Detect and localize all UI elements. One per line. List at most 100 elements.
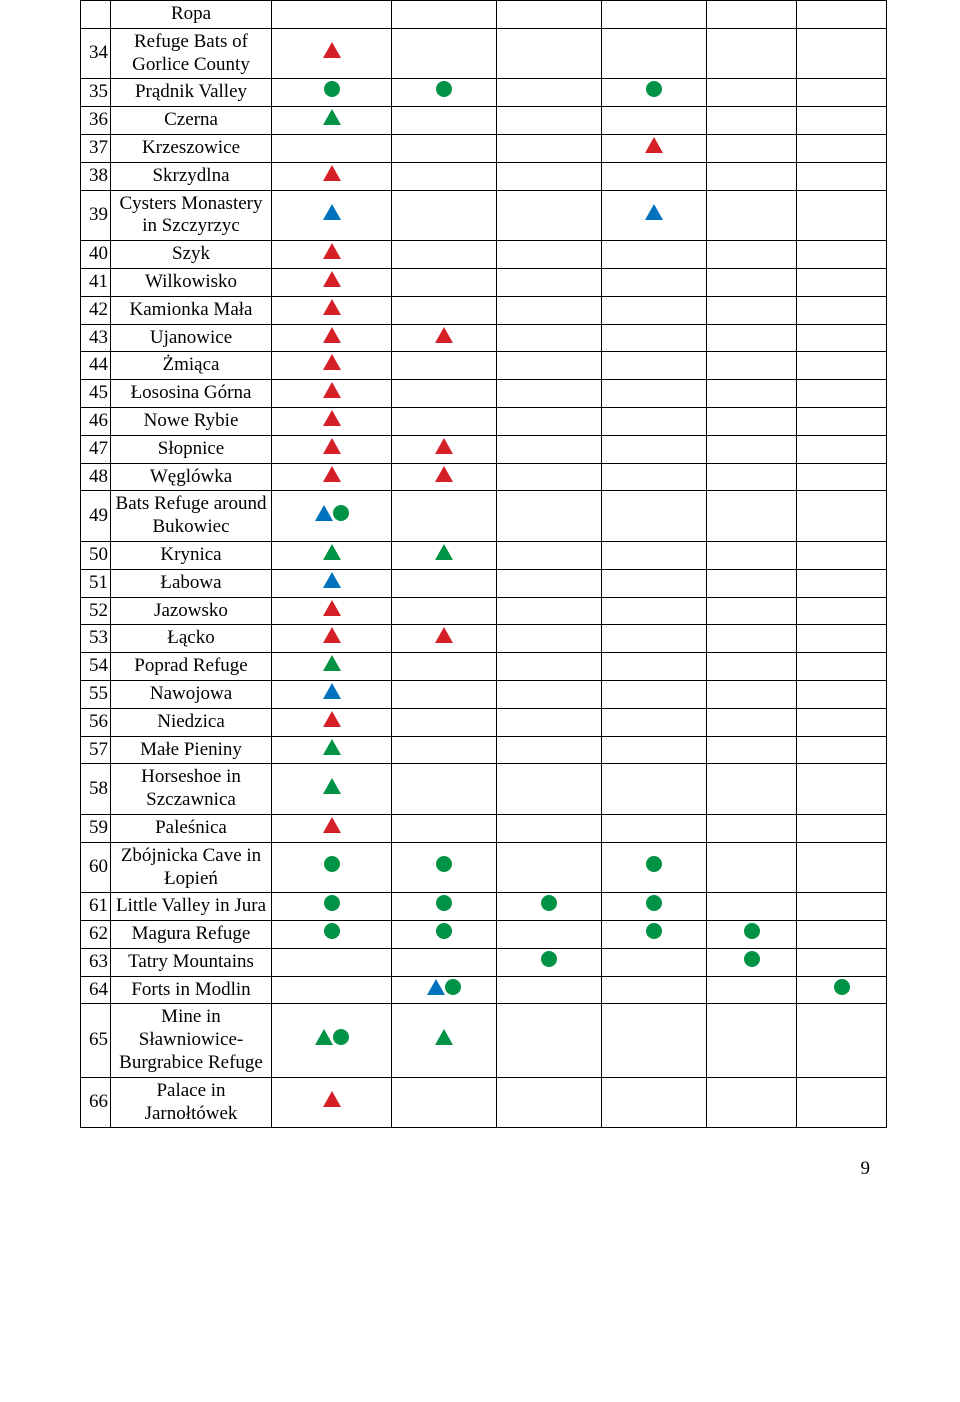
mark-cell	[707, 107, 797, 135]
table-row: 34Refuge Bats of Gorlice County	[81, 28, 887, 79]
row-number: 50	[81, 541, 111, 569]
shape-group	[323, 299, 341, 315]
row-name: Forts in Modlin	[111, 976, 272, 1004]
mark-cell	[272, 162, 392, 190]
row-name: Zbójnicka Cave in Łopień	[111, 842, 272, 893]
mark-cell	[797, 435, 887, 463]
row-name: Łącko	[111, 625, 272, 653]
row-name: Ujanowice	[111, 324, 272, 352]
mark-cell	[497, 569, 602, 597]
mark-cell	[497, 268, 602, 296]
triangle-blue-icon	[645, 204, 663, 220]
table-row: 44Żmiąca	[81, 352, 887, 380]
table-row: 57Małe Pieniny	[81, 736, 887, 764]
mark-cell	[707, 680, 797, 708]
circle-green-icon	[744, 923, 760, 939]
row-number: 51	[81, 569, 111, 597]
mark-cell	[392, 1004, 497, 1077]
triangle-red-icon	[323, 466, 341, 482]
row-number: 39	[81, 190, 111, 241]
mark-cell	[392, 268, 497, 296]
mark-cell	[707, 268, 797, 296]
mark-cell	[497, 491, 602, 542]
table-row: 48Węglówka	[81, 463, 887, 491]
page: Ropa34Refuge Bats of Gorlice County35Prą…	[0, 0, 960, 1240]
mark-cell	[272, 463, 392, 491]
shape-group	[323, 739, 341, 755]
row-number: 55	[81, 680, 111, 708]
mark-cell	[602, 948, 707, 976]
triangle-green-icon	[323, 739, 341, 755]
triangle-green-icon	[435, 1029, 453, 1045]
shape-group	[323, 466, 341, 482]
mark-cell	[272, 380, 392, 408]
shape-group	[834, 979, 850, 995]
mark-cell	[797, 463, 887, 491]
mark-cell	[497, 296, 602, 324]
mark-cell	[272, 842, 392, 893]
row-number: 65	[81, 1004, 111, 1077]
shape-group	[646, 923, 662, 939]
row-number: 40	[81, 241, 111, 269]
mark-cell	[392, 28, 497, 79]
mark-cell	[602, 380, 707, 408]
mark-cell	[392, 296, 497, 324]
mark-cell	[272, 134, 392, 162]
triangle-red-icon	[323, 243, 341, 259]
mark-cell	[272, 107, 392, 135]
mark-cell	[392, 597, 497, 625]
shape-group	[323, 655, 341, 671]
mark-cell	[602, 708, 707, 736]
mark-cell	[797, 268, 887, 296]
mark-cell	[797, 893, 887, 921]
shape-group	[324, 81, 340, 97]
triangle-red-icon	[323, 299, 341, 315]
mark-cell	[272, 1004, 392, 1077]
table-row: 47Słopnice	[81, 435, 887, 463]
mark-cell	[392, 352, 497, 380]
mark-cell	[272, 625, 392, 653]
row-name: Szyk	[111, 241, 272, 269]
data-table: Ropa34Refuge Bats of Gorlice County35Prą…	[80, 0, 887, 1128]
row-name: Czerna	[111, 107, 272, 135]
mark-cell	[272, 352, 392, 380]
mark-cell	[797, 541, 887, 569]
circle-green-icon	[436, 856, 452, 872]
triangle-blue-icon	[323, 204, 341, 220]
circle-green-icon	[646, 856, 662, 872]
row-number: 47	[81, 435, 111, 463]
shape-group	[436, 923, 452, 939]
table-row: 55Nawojowa	[81, 680, 887, 708]
mark-cell	[707, 842, 797, 893]
shape-group	[646, 81, 662, 97]
mark-cell	[272, 653, 392, 681]
shape-group	[541, 951, 557, 967]
mark-cell	[272, 491, 392, 542]
triangle-green-icon	[323, 655, 341, 671]
row-number: 56	[81, 708, 111, 736]
mark-cell	[392, 1, 497, 29]
circle-green-icon	[834, 979, 850, 995]
shape-group	[323, 354, 341, 370]
mark-cell	[272, 597, 392, 625]
mark-cell	[392, 435, 497, 463]
shape-group	[323, 627, 341, 643]
mark-cell	[602, 407, 707, 435]
mark-cell	[497, 162, 602, 190]
table-row: 61Little Valley in Jura	[81, 893, 887, 921]
row-number: 62	[81, 921, 111, 949]
mark-cell	[497, 28, 602, 79]
table-row: 49Bats Refuge around Bukowiec	[81, 491, 887, 542]
mark-cell	[797, 380, 887, 408]
mark-cell	[392, 134, 497, 162]
mark-cell	[272, 764, 392, 815]
circle-green-icon	[646, 895, 662, 911]
mark-cell	[392, 407, 497, 435]
mark-cell	[392, 463, 497, 491]
mark-cell	[602, 134, 707, 162]
triangle-red-icon	[323, 711, 341, 727]
table-row: 36Czerna	[81, 107, 887, 135]
circle-green-icon	[324, 923, 340, 939]
triangle-red-icon	[645, 137, 663, 153]
mark-cell	[392, 625, 497, 653]
